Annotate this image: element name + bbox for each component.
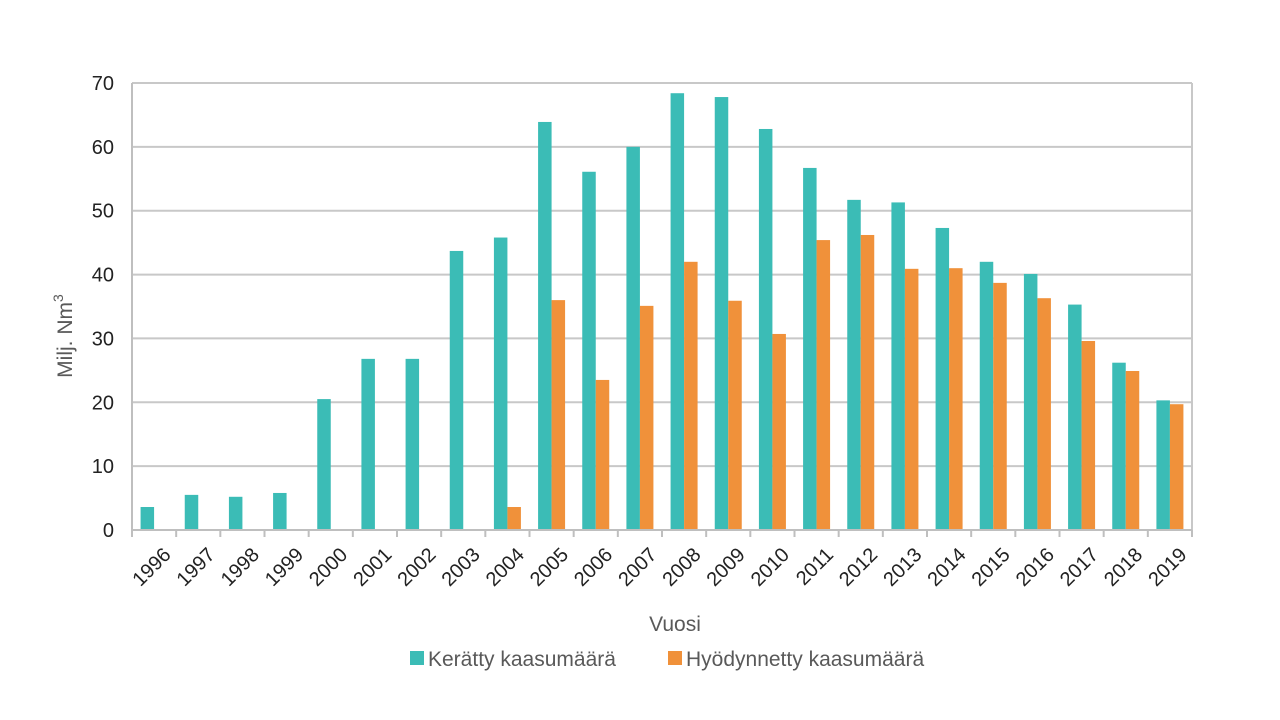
bar-keratty-2014 — [935, 227, 950, 530]
legend-swatch-hyödynnetty — [668, 651, 682, 665]
x-tick-label-2014: 2014 — [923, 544, 970, 591]
bars — [140, 93, 1184, 531]
x-tick-label-2008: 2008 — [658, 544, 705, 591]
x-tick-label-2019: 2019 — [1144, 544, 1191, 591]
y-tick-label-30: 30 — [92, 328, 114, 350]
bar-keratty-2004 — [493, 237, 508, 530]
y-tick-label-0: 0 — [103, 520, 114, 542]
bar-keratty-2008 — [670, 93, 685, 531]
x-tick-label-2007: 2007 — [614, 544, 661, 591]
y-axis-title-text: Milj. Nm — [54, 302, 77, 378]
legend-label-kerätty: Kerätty kaasumäärä — [428, 648, 616, 671]
x-tick-label-2006: 2006 — [570, 544, 617, 591]
bar-hyodynnetty-2009 — [728, 300, 742, 530]
bar-keratty-2007 — [626, 146, 640, 530]
y-axis-title-superscript: 3 — [50, 294, 66, 302]
x-tick-label-2009: 2009 — [703, 544, 750, 591]
x-tick-label-2012: 2012 — [835, 544, 882, 591]
bar-hyodynnetty-2007 — [639, 305, 654, 530]
x-tick-label-2015: 2015 — [968, 544, 1015, 591]
bar-keratty-1997 — [184, 494, 199, 530]
bar-hyodynnetty-2013 — [904, 268, 919, 530]
bar-hyodynnetty-2004 — [507, 507, 521, 530]
x-tick-label-2004: 2004 — [482, 544, 529, 591]
bar-keratty-1999 — [273, 492, 287, 530]
legend: Kerätty kaasumäärä Hyödynnetty kaasumäär… — [410, 648, 924, 671]
x-tick-label-2010: 2010 — [747, 544, 794, 591]
bar-keratty-2003 — [449, 250, 464, 531]
bar-keratty-2012 — [847, 199, 861, 530]
bar-hyodynnetty-2006 — [595, 379, 610, 530]
x-tick-labels: 1996199719981999200020012002200320042005… — [128, 544, 1191, 591]
bar-hyodynnetty-2011 — [816, 240, 831, 531]
bar-keratty-2011 — [803, 167, 817, 530]
x-tick-label-2002: 2002 — [393, 544, 440, 591]
bar-hyodynnetty-2018 — [1125, 370, 1140, 530]
y-tick-label-10: 10 — [92, 456, 114, 478]
x-tick-label-2003: 2003 — [438, 544, 485, 591]
bar-hyodynnetty-2005 — [551, 300, 566, 530]
bar-hyodynnetty-2015 — [993, 282, 1007, 530]
y-tick-label-40: 40 — [92, 265, 114, 287]
y-tick-label-70: 70 — [92, 73, 114, 95]
bar-keratty-2015 — [979, 261, 994, 530]
x-tick-label-2011: 2011 — [792, 544, 838, 590]
x-tick-label-1997: 1997 — [173, 544, 220, 591]
x-tick-label-2013: 2013 — [879, 544, 926, 591]
bar-keratty-2002 — [405, 358, 420, 530]
axes — [131, 83, 1193, 537]
y-tick-labels: 0 10 20 30 40 50 60 70 — [92, 73, 114, 542]
bar-hyodynnetty-2017 — [1081, 340, 1096, 530]
x-tick-label-2005: 2005 — [526, 544, 573, 591]
bar-keratty-2009 — [714, 97, 729, 530]
bar-keratty-2018 — [1112, 362, 1126, 530]
bar-keratty-1996 — [140, 507, 155, 530]
x-tick-label-2016: 2016 — [1012, 544, 1059, 591]
bar-hyodynnetty-2019 — [1169, 404, 1184, 530]
x-tick-label-2018: 2018 — [1100, 544, 1147, 591]
bar-keratty-2005 — [538, 121, 552, 531]
x-tick-label-1998: 1998 — [217, 544, 264, 591]
bar-keratty-2017 — [1068, 304, 1082, 530]
x-tick-label-2001: 2001 — [349, 544, 396, 591]
legend-swatch-kerätty — [410, 651, 424, 665]
bar-hyodynnetty-2014 — [949, 268, 963, 530]
bar-hyodynnetty-2010 — [772, 333, 786, 530]
bar-hyodynnetty-2016 — [1037, 298, 1051, 530]
legend-label-hyödynnetty: Hyödynnetty kaasumäärä — [686, 648, 924, 671]
x-tick-label-1999: 1999 — [261, 544, 308, 591]
bar-hyodynnetty-2008 — [684, 261, 698, 530]
x-axis-title: Vuosi — [649, 613, 701, 636]
bar-hyodynnetty-2012 — [860, 234, 875, 531]
x-tick-label-2017: 2017 — [1056, 544, 1103, 591]
x-tick-label-1996: 1996 — [128, 544, 175, 591]
bar-keratty-2006 — [582, 171, 596, 531]
bar-keratty-2019 — [1156, 400, 1170, 530]
y-tick-label-20: 20 — [92, 392, 114, 414]
y-axis-title: Milj. Nm3 — [50, 294, 77, 378]
bar-keratty-2010 — [758, 128, 773, 530]
x-tick-label-2000: 2000 — [305, 544, 352, 591]
bar-keratty-2016 — [1023, 273, 1038, 530]
y-tick-label-60: 60 — [92, 137, 114, 159]
gridlines — [132, 82, 1193, 530]
bar-keratty-2013 — [891, 202, 905, 531]
bar-keratty-1998 — [228, 496, 243, 530]
bar-keratty-2001 — [361, 358, 375, 530]
y-tick-label-50: 50 — [92, 201, 114, 223]
bar-keratty-2000 — [317, 399, 331, 530]
